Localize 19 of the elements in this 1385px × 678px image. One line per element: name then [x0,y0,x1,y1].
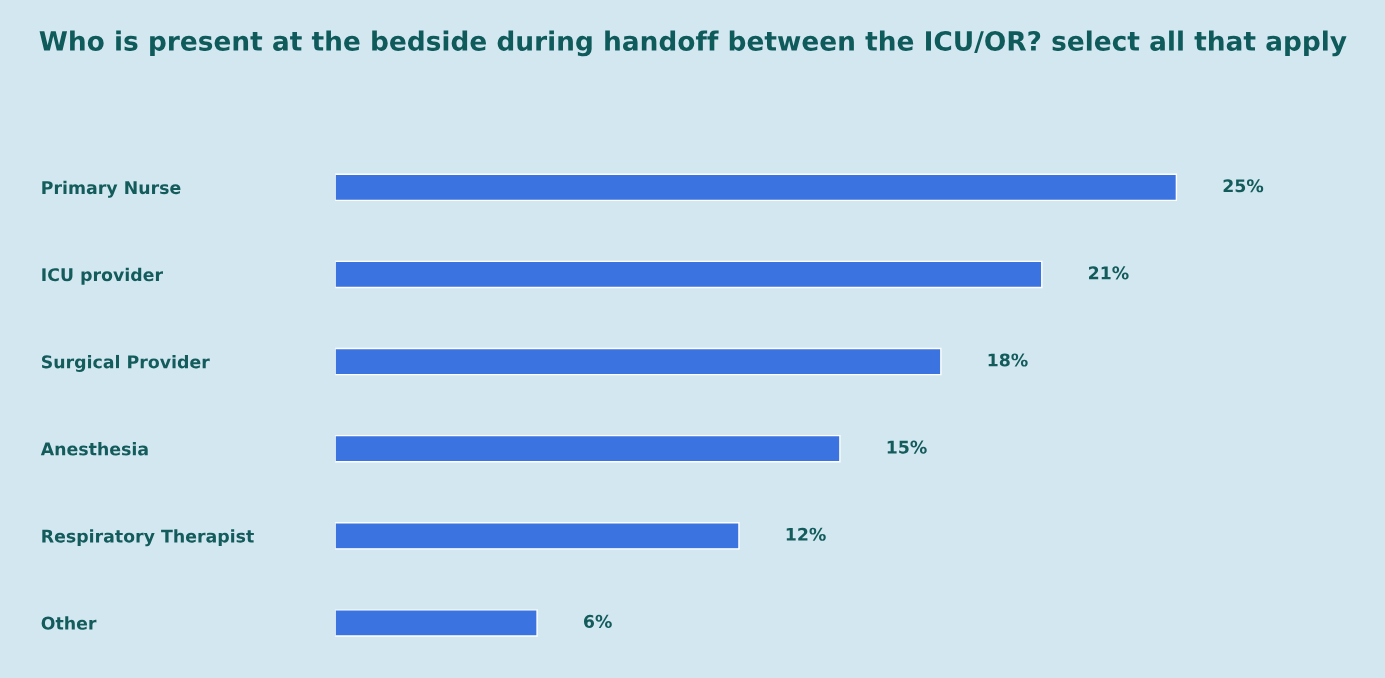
bar [335,522,740,550]
bar [335,347,942,376]
data-label: 21% [1088,266,1129,280]
bar [335,260,1043,289]
y-tick-label: Other [41,616,97,630]
data-label: 6% [583,614,612,628]
y-tick-label: Respiratory Therapist [42,529,254,547]
data-label: 18% [988,353,1028,367]
y-tick-label: Primary Nurse [42,180,181,198]
bar [335,609,538,637]
bar [335,434,841,463]
data-label: 25% [1223,179,1264,193]
y-tick-label: Anesthesia [40,442,148,456]
y-tick-label: ICU provider [42,267,163,285]
bar [335,173,1178,202]
data-label: 15% [887,440,927,454]
y-tick-label: Surgical Provider [41,354,210,372]
data-label: 12% [786,527,826,541]
chart-title: Who is present at the bedside during handoff between the ICU/OR? select all that apply [39,30,1347,57]
